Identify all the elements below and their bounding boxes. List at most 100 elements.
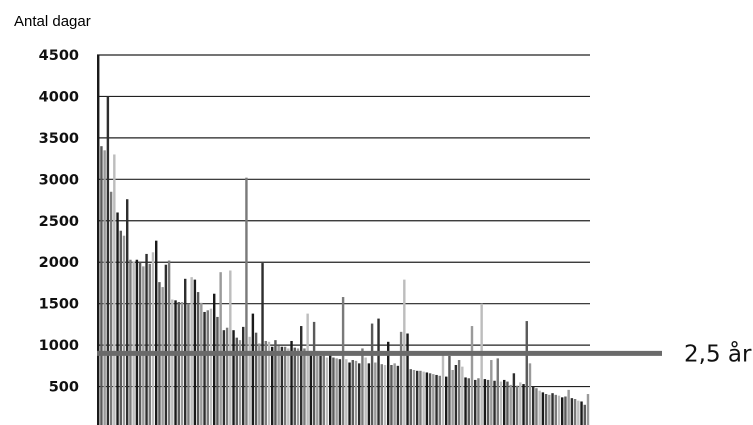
bar — [519, 382, 522, 425]
bar — [354, 360, 358, 425]
bar — [412, 369, 416, 425]
bar — [164, 264, 168, 425]
y-tick-label: 3000 — [39, 172, 79, 188]
bar — [358, 363, 361, 425]
bar — [348, 362, 351, 425]
bar — [345, 359, 348, 425]
bar — [222, 330, 226, 425]
bar — [235, 337, 238, 425]
bar — [583, 404, 586, 425]
bar — [283, 346, 287, 425]
bar — [573, 398, 577, 425]
bar — [544, 394, 548, 425]
bar — [480, 303, 483, 425]
bar — [229, 270, 232, 425]
bar — [351, 360, 354, 425]
bar — [528, 363, 532, 425]
bar — [506, 381, 509, 425]
bar — [457, 360, 461, 425]
bar — [496, 358, 499, 425]
bar — [142, 266, 145, 425]
bar — [261, 263, 264, 425]
bar — [470, 326, 474, 425]
bar — [97, 55, 100, 425]
bar — [338, 359, 342, 425]
bar — [135, 259, 139, 425]
bar — [100, 146, 103, 425]
y-tick-label: 500 — [49, 380, 79, 396]
bar — [361, 348, 364, 425]
bar — [267, 341, 271, 425]
bar — [364, 357, 367, 425]
bar — [145, 253, 148, 425]
bar — [242, 326, 245, 425]
bar — [432, 374, 435, 425]
bar — [148, 263, 151, 425]
bar — [416, 370, 419, 425]
bar — [409, 369, 412, 425]
bar — [474, 379, 477, 425]
bar — [564, 396, 567, 425]
bar — [451, 369, 454, 425]
bar — [119, 230, 122, 425]
bar — [196, 292, 200, 425]
bar — [209, 308, 213, 425]
bar — [106, 96, 110, 425]
bar — [151, 252, 155, 425]
bar — [335, 358, 338, 425]
bar — [367, 363, 371, 425]
bar — [370, 323, 374, 425]
bar — [461, 366, 464, 425]
bar — [577, 400, 580, 425]
bar — [541, 392, 545, 425]
bar — [377, 318, 380, 425]
bar — [464, 377, 467, 425]
bar — [387, 341, 390, 425]
bar — [287, 348, 290, 425]
bar — [319, 355, 322, 425]
reference-line-label: 2,5 år — [684, 339, 752, 367]
bar — [232, 330, 235, 425]
bar — [425, 372, 429, 425]
bar — [132, 261, 135, 425]
y-tick-label: 4500 — [39, 48, 79, 64]
bar — [277, 345, 280, 425]
bar — [103, 150, 106, 425]
bar — [325, 357, 329, 425]
bar — [515, 385, 519, 425]
bars — [97, 55, 590, 425]
bar — [393, 363, 396, 425]
bar — [258, 343, 261, 425]
bar — [251, 313, 255, 425]
bar — [448, 355, 451, 425]
bar — [254, 332, 258, 425]
bar — [274, 340, 277, 425]
bar — [396, 365, 400, 425]
bar — [567, 389, 570, 425]
bar — [329, 353, 332, 425]
bar — [113, 154, 116, 425]
bar — [248, 336, 251, 425]
y-axis-label: Antal dagar — [14, 13, 91, 30]
bar — [512, 373, 516, 425]
bar — [203, 311, 206, 425]
bar — [383, 365, 387, 425]
bar — [225, 327, 229, 425]
bar — [322, 355, 325, 425]
bar — [309, 350, 313, 425]
bar — [109, 191, 113, 425]
y-tick-label: 4000 — [39, 89, 79, 105]
bar — [586, 394, 590, 425]
reference-line-group: 2,5 år — [97, 339, 752, 367]
bar — [503, 379, 506, 425]
bar — [374, 362, 377, 425]
bar — [532, 386, 535, 425]
bar — [180, 302, 184, 425]
bar — [155, 240, 158, 425]
y-tick-labels: 500 1000 1500 2000 2500 3000 3500 4000 4500 — [39, 48, 79, 396]
bar — [554, 394, 557, 425]
bar — [300, 326, 303, 425]
bar — [551, 393, 554, 425]
bar — [303, 348, 306, 425]
